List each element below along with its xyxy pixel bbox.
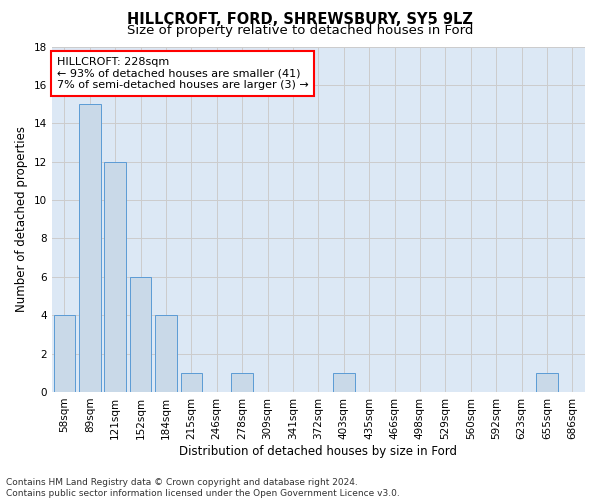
- Bar: [130, 277, 151, 392]
- Text: Contains HM Land Registry data © Crown copyright and database right 2024.
Contai: Contains HM Land Registry data © Crown c…: [6, 478, 400, 498]
- Text: Size of property relative to detached houses in Ford: Size of property relative to detached ho…: [127, 24, 473, 37]
- X-axis label: Distribution of detached houses by size in Ford: Distribution of detached houses by size …: [179, 444, 457, 458]
- Bar: [333, 373, 355, 392]
- Bar: [155, 315, 177, 392]
- Y-axis label: Number of detached properties: Number of detached properties: [15, 126, 28, 312]
- Bar: [181, 373, 202, 392]
- Bar: [53, 315, 75, 392]
- Bar: [232, 373, 253, 392]
- Text: HILLCROFT, FORD, SHREWSBURY, SY5 9LZ: HILLCROFT, FORD, SHREWSBURY, SY5 9LZ: [127, 12, 473, 28]
- Bar: [104, 162, 126, 392]
- Text: HILLCROFT: 228sqm
← 93% of detached houses are smaller (41)
7% of semi-detached : HILLCROFT: 228sqm ← 93% of detached hous…: [57, 57, 309, 90]
- Bar: [79, 104, 101, 392]
- Bar: [536, 373, 557, 392]
